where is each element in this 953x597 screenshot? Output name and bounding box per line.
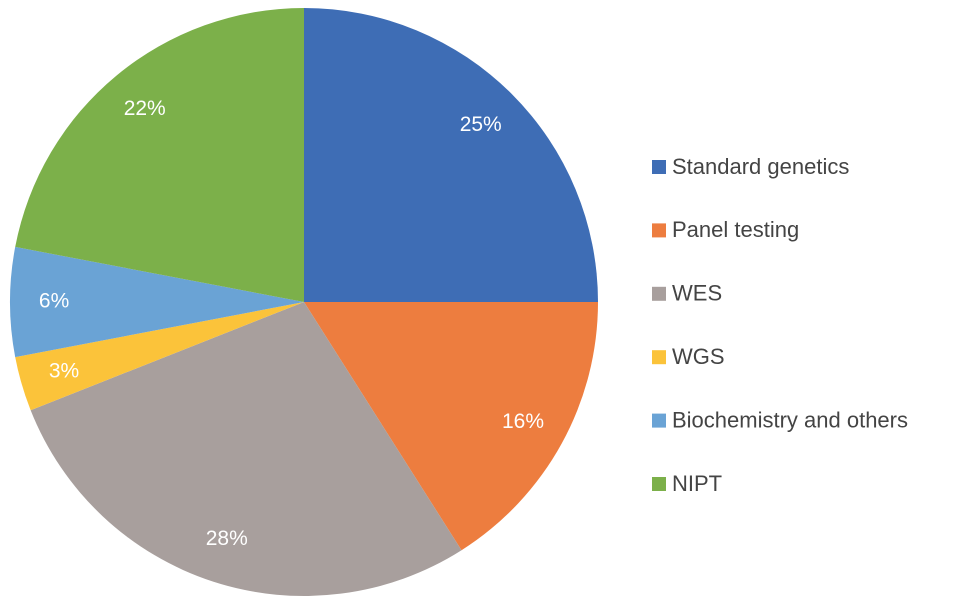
legend-label: NIPT <box>672 471 722 496</box>
legend-label: WGS <box>672 344 725 369</box>
legend-label: WES <box>672 281 722 306</box>
pie-slice <box>15 8 304 302</box>
value-label: 16% <box>502 410 544 433</box>
legend-label: Panel testing <box>672 217 799 242</box>
pie-slice <box>304 302 598 551</box>
pie-slice <box>15 302 304 411</box>
value-label: 25% <box>460 113 502 136</box>
value-label: 6% <box>39 290 69 313</box>
legend-swatch <box>652 413 666 428</box>
pie-slice <box>10 246 304 358</box>
legend-swatch <box>652 160 666 174</box>
legend-swatch <box>652 350 666 365</box>
legend-label: Biochemistry and others <box>672 407 908 432</box>
legend-label: Standard genetics <box>672 154 849 179</box>
pie-slice <box>304 8 598 302</box>
legend-swatch <box>652 286 666 301</box>
pie-slice <box>30 302 462 596</box>
value-label: 22% <box>124 97 166 120</box>
legend-swatch <box>652 477 666 491</box>
legend-swatch <box>652 223 666 238</box>
value-label: 28% <box>206 527 248 550</box>
value-label: 3% <box>49 359 79 382</box>
